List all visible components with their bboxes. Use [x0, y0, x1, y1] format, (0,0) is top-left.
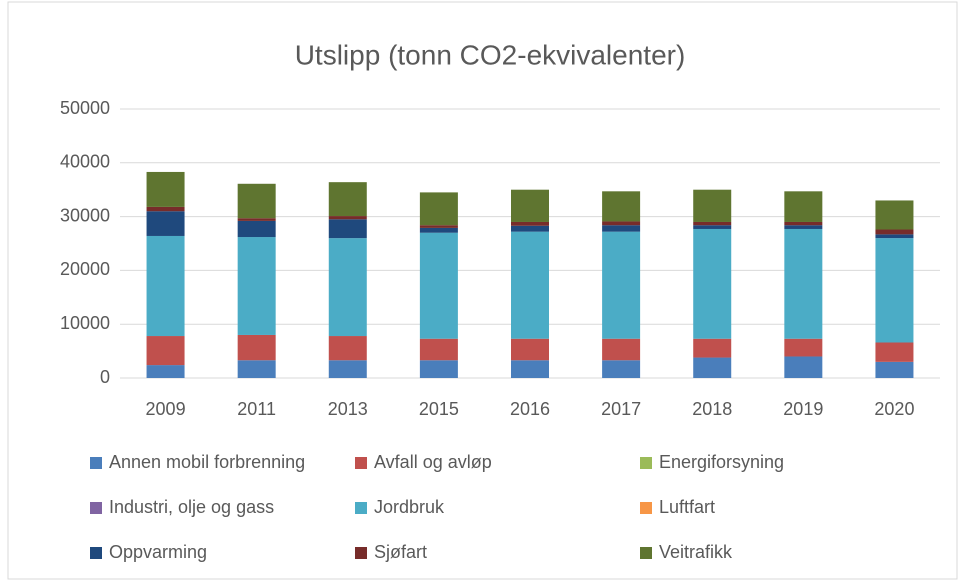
bar-segment	[511, 360, 549, 378]
bar-segment	[875, 229, 914, 235]
bar-segment	[693, 357, 732, 378]
legend-label: Energiforsyning	[659, 452, 784, 472]
bar-segment	[328, 216, 367, 220]
bar-segment	[511, 338, 549, 361]
bar-segment	[237, 220, 276, 238]
bar-segment	[784, 225, 823, 229]
bar-segment	[602, 191, 641, 222]
bar-segment	[511, 225, 549, 232]
legend-label: Oppvarming	[109, 542, 207, 562]
bar-segment	[875, 342, 914, 362]
bar-segment	[146, 171, 185, 207]
bar-segment	[875, 361, 914, 378]
y-tick-label: 0	[100, 367, 110, 387]
legend-swatch	[355, 457, 367, 469]
y-tick-label: 30000	[60, 205, 110, 225]
y-tick-label: 10000	[60, 313, 110, 333]
x-tick-label: 2017	[601, 399, 641, 419]
x-tick-label: 2015	[419, 399, 459, 419]
bar-segment	[602, 231, 641, 339]
legend-label: Sjøfart	[374, 542, 427, 562]
bar-segment	[693, 221, 732, 226]
bar-segment	[693, 228, 732, 339]
bar-segment	[602, 360, 641, 378]
bar-segment	[328, 360, 367, 378]
y-tick-label: 50000	[60, 98, 110, 118]
x-tick-label: 2016	[510, 399, 550, 419]
bar-segment	[237, 360, 276, 378]
legend-swatch	[640, 457, 652, 469]
x-tick-label: 2009	[146, 399, 186, 419]
bar-segment	[784, 338, 823, 357]
bar-segment	[784, 356, 823, 378]
bar-segment	[237, 183, 276, 219]
legend-swatch	[90, 457, 102, 469]
bar-segment	[328, 182, 367, 217]
legend-swatch	[640, 502, 652, 514]
legend-swatch	[355, 502, 367, 514]
bar-segment	[693, 338, 732, 358]
bar-segment	[875, 238, 914, 343]
x-tick-label: 2019	[783, 399, 823, 419]
y-tick-label: 20000	[60, 259, 110, 279]
x-tick-label: 2013	[328, 399, 368, 419]
bar-segment	[784, 228, 823, 339]
legend-swatch	[90, 502, 102, 514]
bar-segment	[419, 232, 458, 339]
bar-segment	[875, 200, 914, 230]
bar-segment	[328, 336, 367, 361]
bar-segment	[875, 234, 914, 239]
bar-segment	[237, 334, 276, 361]
legend-label: Avfall og avløp	[374, 452, 492, 472]
bar-segment	[237, 237, 276, 335]
legend-label: Veitrafikk	[659, 542, 733, 562]
bar-segment	[693, 225, 732, 229]
bar-segment	[328, 219, 367, 239]
legend-swatch	[355, 547, 367, 559]
legend-swatch	[90, 547, 102, 559]
bar-segment	[146, 365, 185, 378]
bar-segment	[419, 338, 458, 361]
legend-label: Luftfart	[659, 497, 715, 517]
x-tick-label: 2020	[874, 399, 914, 419]
legend-swatch	[640, 547, 652, 559]
bar-segment	[693, 189, 732, 222]
legend-label: Industri, olje og gass	[109, 497, 274, 517]
bar-segment	[602, 225, 641, 232]
bar-segment	[419, 227, 458, 233]
bar-segment	[419, 225, 458, 228]
bar-segment	[511, 231, 549, 339]
bar-segment	[784, 191, 823, 222]
bar-segment	[146, 211, 185, 236]
bar-segment	[419, 192, 458, 226]
bar-segment	[511, 189, 549, 222]
bar-segment	[784, 221, 823, 226]
legend-label: Annen mobil forbrenning	[109, 452, 305, 472]
bar-segment	[237, 218, 276, 221]
bar-segment	[602, 221, 641, 226]
y-tick-label: 40000	[60, 152, 110, 172]
chart-title: Utslipp (tonn CO2-ekvivalenter)	[295, 39, 686, 70]
x-tick-label: 2018	[692, 399, 732, 419]
bar-segment	[419, 360, 458, 378]
bar-segment	[328, 238, 367, 337]
bar-segment	[146, 235, 185, 337]
bar-segment	[602, 338, 641, 361]
legend-label: Jordbruk	[374, 497, 445, 517]
x-tick-label: 2011	[237, 399, 276, 419]
bar-segment	[511, 221, 549, 226]
bar-segment	[146, 336, 185, 366]
bar-segment	[146, 206, 185, 212]
